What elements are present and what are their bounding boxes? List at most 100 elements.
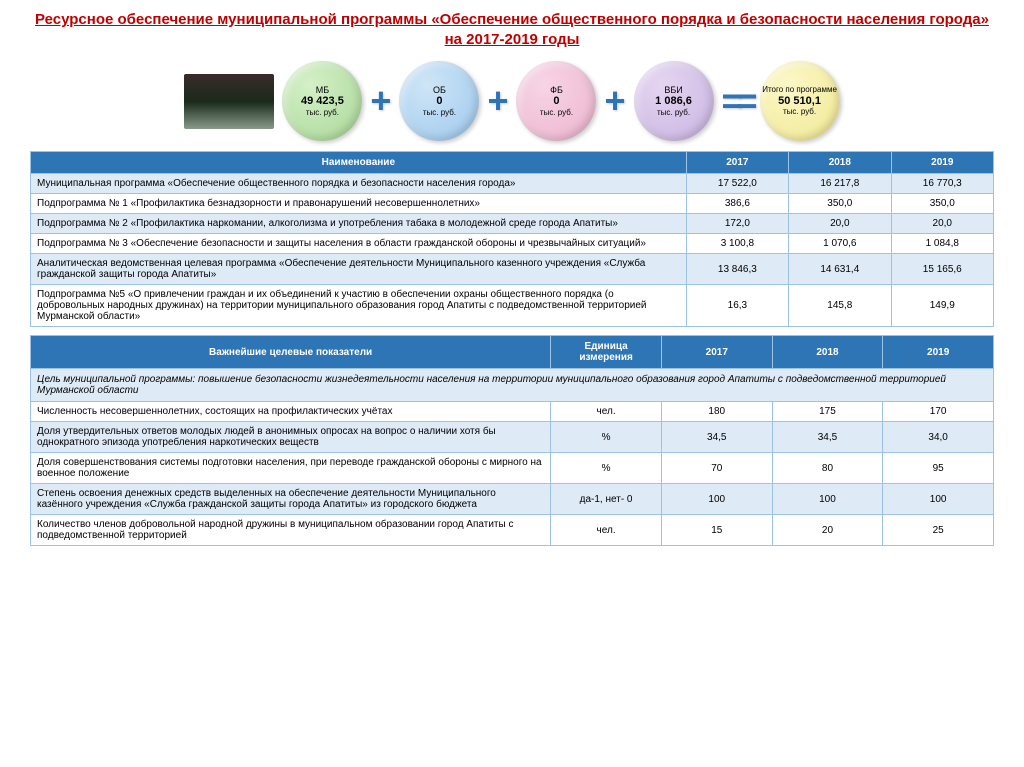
circle-unit: тыс. руб.	[423, 108, 456, 117]
equals-icon: ==	[722, 80, 752, 122]
circle-label: МБ	[316, 85, 329, 95]
page-title: Ресурсное обеспечение муниципальной прог…	[30, 10, 994, 49]
table-row: Доля утвердительных ответов молодых люде…	[31, 422, 994, 453]
cell-name: Подпрограмма № 2 «Профилактика наркомани…	[31, 214, 687, 234]
cell-val: 180	[661, 402, 772, 422]
cell-val: 3 100,8	[686, 234, 788, 254]
indicators-table: Важнейшие целевые показатели Единица изм…	[30, 335, 994, 546]
circle-label: ФБ	[550, 85, 563, 95]
th-2019: 2019	[891, 152, 993, 174]
table-row: Подпрограмма № 1 «Профилактика безнадзор…	[31, 194, 994, 214]
cell-name: Подпрограмма № 3 «Обеспечение безопаснос…	[31, 234, 687, 254]
cell-val: 15	[661, 515, 772, 546]
circle-vbi: ВБИ 1 086,6 тыс. руб.	[634, 61, 714, 141]
cell-val: 100	[883, 484, 994, 515]
cell-name: Численность несовершеннолетних, состоящи…	[31, 402, 551, 422]
cell-val: 145,8	[789, 285, 891, 327]
cell-name: Количество членов добровольной народной …	[31, 515, 551, 546]
plus-icon: +	[604, 80, 625, 122]
cell-val: 16 770,3	[891, 174, 993, 194]
circle-unit: тыс. руб.	[540, 108, 573, 117]
table-row: Степень освоения денежных средств выделе…	[31, 484, 994, 515]
cell-unit: чел.	[551, 515, 662, 546]
circle-ob: ОБ 0 тыс. руб.	[399, 61, 479, 141]
cell-unit: чел.	[551, 402, 662, 422]
cell-val: 17 522,0	[686, 174, 788, 194]
cell-val: 20,0	[891, 214, 993, 234]
circle-value: 49 423,5	[301, 95, 344, 108]
cell-val: 80	[772, 453, 883, 484]
plus-icon: +	[487, 80, 508, 122]
th-name: Важнейшие целевые показатели	[31, 336, 551, 369]
th-2017: 2017	[661, 336, 772, 369]
circle-label: ВБИ	[664, 85, 682, 95]
circle-value: 50 510,1	[778, 95, 821, 108]
table-row: Подпрограмма №5 «О привлечении граждан и…	[31, 285, 994, 327]
cell-val: 16 217,8	[789, 174, 891, 194]
cell-name: Подпрограмма №5 «О привлечении граждан и…	[31, 285, 687, 327]
circle-unit: тыс. руб.	[657, 108, 690, 117]
table-row: Муниципальная программа «Обеспечение общ…	[31, 174, 994, 194]
goal-text: Цель муниципальной программы: повышение …	[31, 369, 994, 402]
goal-row: Цель муниципальной программы: повышение …	[31, 369, 994, 402]
circle-fb: ФБ 0 тыс. руб.	[516, 61, 596, 141]
cell-val: 34,5	[661, 422, 772, 453]
cell-val: 172,0	[686, 214, 788, 234]
cell-val: 386,6	[686, 194, 788, 214]
table-row: Численность несовершеннолетних, состоящи…	[31, 402, 994, 422]
cell-name: Доля совершенствования системы подготовк…	[31, 453, 551, 484]
circle-label: ОБ	[433, 85, 446, 95]
cell-val: 34,5	[772, 422, 883, 453]
circle-value: 1 086,6	[655, 95, 692, 108]
photo-placeholder	[184, 74, 274, 129]
cell-val: 70	[661, 453, 772, 484]
th-2017: 2017	[686, 152, 788, 174]
cell-val: 1 070,6	[789, 234, 891, 254]
th-2018: 2018	[772, 336, 883, 369]
circle-value: 0	[553, 95, 559, 108]
th-2019: 2019	[883, 336, 994, 369]
circle-value: 0	[436, 95, 442, 108]
table-row: Количество членов добровольной народной …	[31, 515, 994, 546]
plus-icon: +	[370, 80, 391, 122]
th-2018: 2018	[789, 152, 891, 174]
cell-val: 170	[883, 402, 994, 422]
table-row: Подпрограмма № 3 «Обеспечение безопаснос…	[31, 234, 994, 254]
cell-val: 13 846,3	[686, 254, 788, 285]
circle-unit: тыс. руб.	[306, 108, 339, 117]
cell-val: 25	[883, 515, 994, 546]
circle-label: Итого по программе	[762, 85, 837, 94]
cell-val: 350,0	[789, 194, 891, 214]
cell-name: Муниципальная программа «Обеспечение общ…	[31, 174, 687, 194]
cell-unit: да-1, нет- 0	[551, 484, 662, 515]
cell-val: 34,0	[883, 422, 994, 453]
circle-mb: МБ 49 423,5 тыс. руб.	[282, 61, 362, 141]
table-row: Подпрограмма № 2 «Профилактика наркомани…	[31, 214, 994, 234]
cell-val: 20	[772, 515, 883, 546]
cell-val: 14 631,4	[789, 254, 891, 285]
table-row: Доля совершенствования системы подготовк…	[31, 453, 994, 484]
th-name: Наименование	[31, 152, 687, 174]
cell-val: 95	[883, 453, 994, 484]
cell-name: Аналитическая ведомственная целевая прог…	[31, 254, 687, 285]
cell-name: Степень освоения денежных средств выделе…	[31, 484, 551, 515]
cell-val: 350,0	[891, 194, 993, 214]
cell-val: 20,0	[789, 214, 891, 234]
th-unit: Единица измерения	[551, 336, 662, 369]
cell-val: 15 165,6	[891, 254, 993, 285]
circle-unit: тыс. руб.	[783, 107, 816, 116]
cell-val: 149,9	[891, 285, 993, 327]
circle-total: Итого по программе 50 510,1 тыс. руб.	[760, 61, 840, 141]
cell-name: Доля утвердительных ответов молодых люде…	[31, 422, 551, 453]
cell-val: 16,3	[686, 285, 788, 327]
cell-val: 1 084,8	[891, 234, 993, 254]
cell-unit: %	[551, 453, 662, 484]
cell-val: 175	[772, 402, 883, 422]
cell-name: Подпрограмма № 1 «Профилактика безнадзор…	[31, 194, 687, 214]
circles-row: МБ 49 423,5 тыс. руб. + ОБ 0 тыс. руб. +…	[30, 61, 994, 141]
funding-table: Наименование 2017 2018 2019 Муниципальна…	[30, 151, 994, 327]
table-row: Аналитическая ведомственная целевая прог…	[31, 254, 994, 285]
cell-val: 100	[772, 484, 883, 515]
cell-unit: %	[551, 422, 662, 453]
cell-val: 100	[661, 484, 772, 515]
